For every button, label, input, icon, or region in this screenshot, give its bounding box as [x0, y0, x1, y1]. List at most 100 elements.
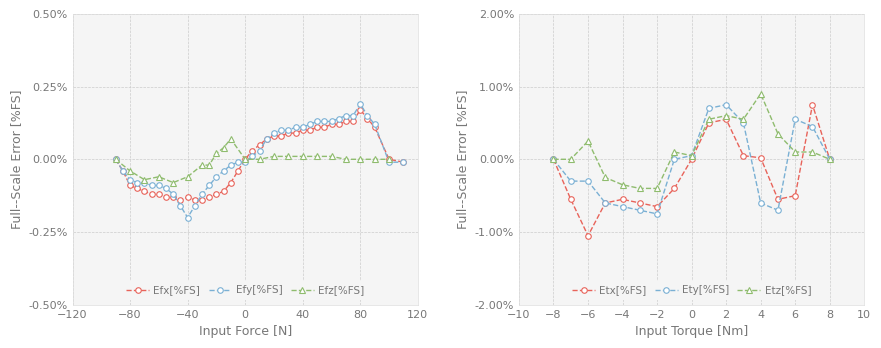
- Efx[%FS]: [269, 134, 279, 138]
- Efy[%FS]: [341, 113, 352, 118]
- Ety[%FS]: [582, 179, 593, 183]
- Line: Efz[%FS]: Efz[%FS]: [113, 136, 392, 185]
- Efy[%FS]: [369, 122, 380, 126]
- Efy[%FS]: [146, 183, 157, 188]
- Efz[%FS]: [153, 175, 164, 179]
- Etx[%FS]: [704, 121, 714, 125]
- Ety[%FS]: [618, 205, 628, 209]
- Efy[%FS]: [312, 119, 322, 124]
- Efz[%FS]: [326, 154, 337, 158]
- Efx[%FS]: [384, 157, 395, 161]
- Etz[%FS]: [600, 175, 611, 180]
- Efy[%FS]: [398, 160, 409, 164]
- Efx[%FS]: [182, 195, 193, 199]
- Efy[%FS]: [333, 117, 344, 121]
- Etx[%FS]: [825, 157, 835, 161]
- Efx[%FS]: [110, 157, 121, 161]
- Line: Etz[%FS]: Etz[%FS]: [551, 91, 833, 191]
- Etx[%FS]: [618, 197, 628, 201]
- Etz[%FS]: [618, 183, 628, 187]
- Efy[%FS]: [240, 160, 250, 164]
- Ety[%FS]: [669, 157, 679, 161]
- Etx[%FS]: [582, 234, 593, 238]
- Efx[%FS]: [226, 181, 236, 185]
- Efz[%FS]: [355, 157, 366, 161]
- Efz[%FS]: [255, 157, 265, 161]
- Etz[%FS]: [686, 153, 697, 158]
- Efy[%FS]: [139, 181, 150, 185]
- Etz[%FS]: [669, 150, 679, 154]
- Efz[%FS]: [139, 177, 150, 182]
- Efx[%FS]: [255, 143, 265, 147]
- Efy[%FS]: [218, 169, 229, 173]
- Etx[%FS]: [652, 205, 663, 209]
- Efy[%FS]: [247, 154, 257, 158]
- Efx[%FS]: [196, 198, 207, 202]
- Efy[%FS]: [384, 160, 395, 164]
- Etz[%FS]: [582, 139, 593, 143]
- Efx[%FS]: [276, 134, 286, 138]
- Efy[%FS]: [355, 102, 366, 106]
- Efx[%FS]: [362, 117, 373, 121]
- X-axis label: Input Torque [Nm]: Input Torque [Nm]: [635, 325, 748, 338]
- Etx[%FS]: [807, 103, 818, 107]
- Efx[%FS]: [139, 189, 150, 193]
- Efy[%FS]: [196, 192, 207, 196]
- Efy[%FS]: [255, 149, 265, 153]
- Efz[%FS]: [182, 175, 193, 179]
- Efy[%FS]: [348, 113, 359, 118]
- X-axis label: Input Force [N]: Input Force [N]: [198, 325, 292, 338]
- Etz[%FS]: [790, 150, 801, 154]
- Ety[%FS]: [652, 212, 663, 216]
- Efz[%FS]: [240, 157, 250, 161]
- Efz[%FS]: [369, 157, 380, 161]
- Ety[%FS]: [773, 208, 783, 212]
- Etx[%FS]: [790, 193, 801, 198]
- Efz[%FS]: [283, 154, 293, 158]
- Etx[%FS]: [755, 156, 766, 160]
- Efx[%FS]: [132, 186, 143, 190]
- Etx[%FS]: [566, 197, 576, 201]
- Efz[%FS]: [196, 163, 207, 167]
- Efz[%FS]: [226, 137, 236, 141]
- Efy[%FS]: [153, 183, 164, 188]
- Efy[%FS]: [298, 125, 308, 129]
- Etz[%FS]: [634, 186, 645, 190]
- Ety[%FS]: [721, 103, 731, 107]
- Efy[%FS]: [269, 131, 279, 135]
- Ety[%FS]: [634, 208, 645, 212]
- Efx[%FS]: [160, 195, 171, 199]
- Efy[%FS]: [362, 113, 373, 118]
- Efy[%FS]: [233, 160, 243, 164]
- Efx[%FS]: [333, 122, 344, 126]
- Efy[%FS]: [326, 119, 337, 124]
- Efz[%FS]: [168, 181, 179, 185]
- Efy[%FS]: [283, 128, 293, 132]
- Efy[%FS]: [160, 186, 171, 190]
- Efx[%FS]: [298, 128, 308, 132]
- Efz[%FS]: [218, 145, 229, 150]
- Efx[%FS]: [168, 195, 179, 199]
- Etx[%FS]: [634, 201, 645, 205]
- Efy[%FS]: [132, 181, 143, 185]
- Efz[%FS]: [298, 154, 308, 158]
- Efx[%FS]: [211, 192, 222, 196]
- Efy[%FS]: [125, 177, 136, 182]
- Line: Efx[%FS]: Efx[%FS]: [113, 107, 406, 203]
- Efz[%FS]: [204, 163, 214, 167]
- Efx[%FS]: [398, 160, 409, 164]
- Efz[%FS]: [211, 151, 222, 156]
- Etz[%FS]: [548, 157, 559, 161]
- Ety[%FS]: [704, 106, 714, 110]
- Etz[%FS]: [738, 117, 749, 121]
- Efy[%FS]: [204, 183, 214, 188]
- Ety[%FS]: [738, 121, 749, 125]
- Efx[%FS]: [305, 128, 315, 132]
- Efx[%FS]: [204, 195, 214, 199]
- Efx[%FS]: [312, 125, 322, 129]
- Ety[%FS]: [755, 201, 766, 205]
- Efy[%FS]: [262, 137, 272, 141]
- Etx[%FS]: [686, 157, 697, 161]
- Efx[%FS]: [218, 189, 229, 193]
- Efx[%FS]: [146, 192, 157, 196]
